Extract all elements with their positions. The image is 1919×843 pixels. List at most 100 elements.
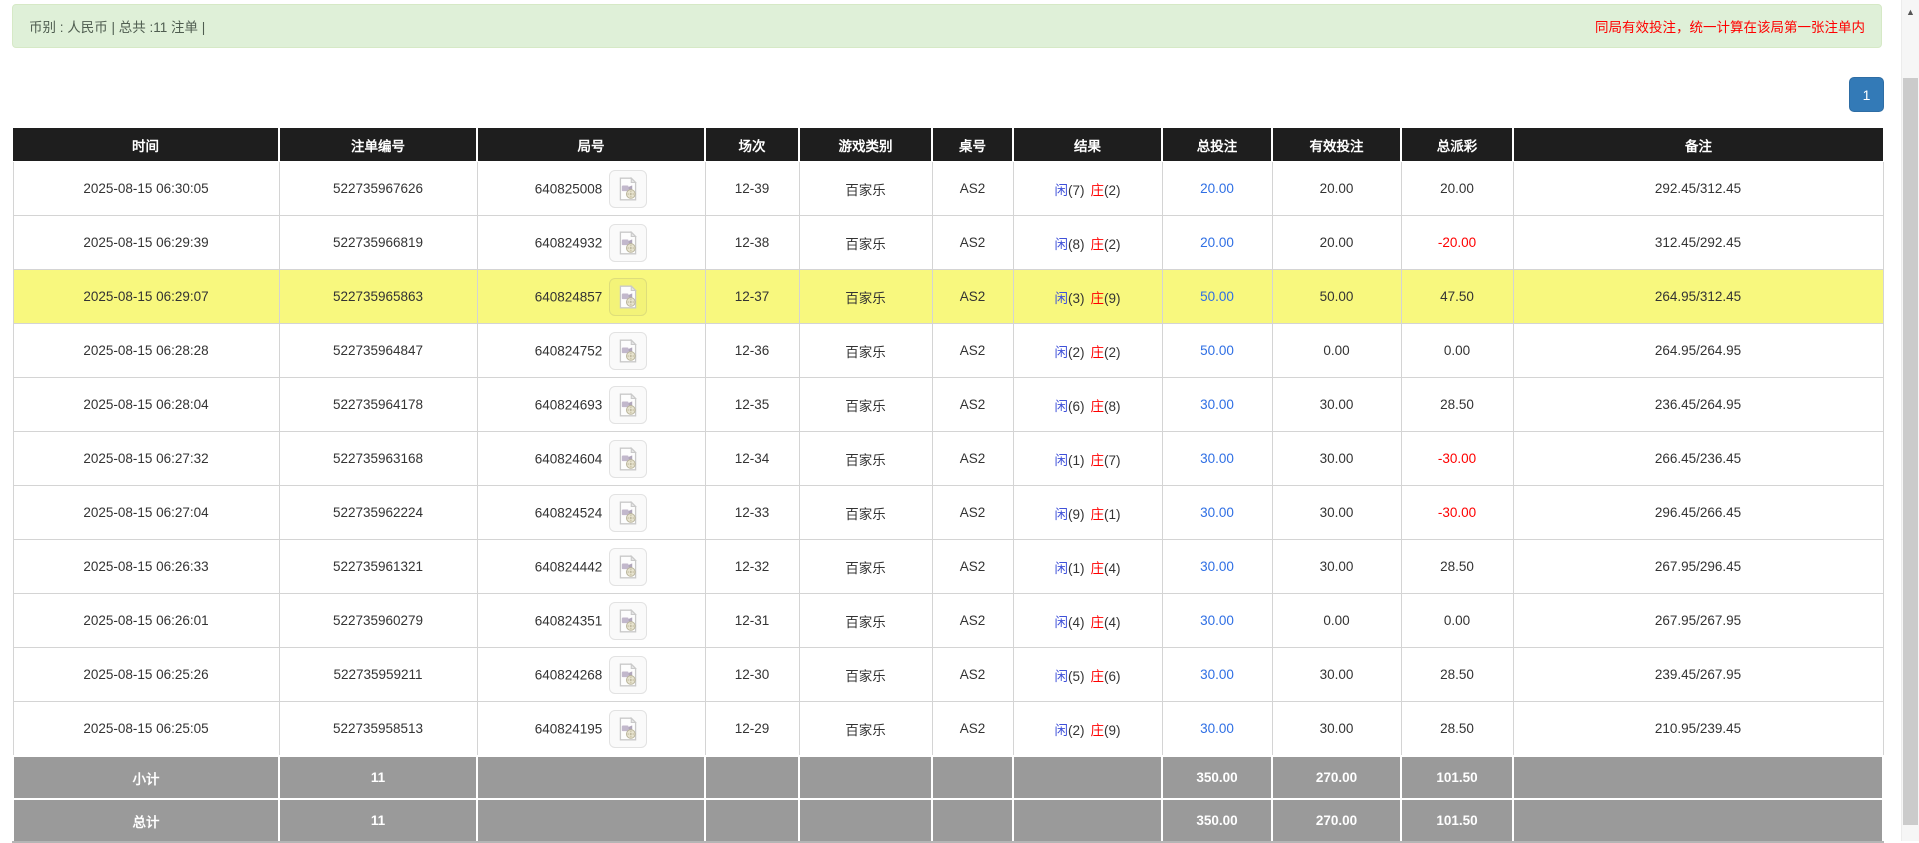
table-header-row: 时间 注单编号 局号 场次 游戏类别 桌号 结果 总投注 有效投注 总派彩 备注 bbox=[13, 128, 1883, 162]
cell-round: 640824268 bbox=[476, 647, 706, 702]
cell-payout: 28.50 bbox=[1400, 647, 1514, 702]
cell-result: 闲(2) 庄(2) bbox=[1012, 323, 1163, 378]
banker-label: 庄 bbox=[1090, 452, 1105, 468]
col-header-valid-bet: 有效投注 bbox=[1271, 128, 1401, 162]
player-points: (8) bbox=[1068, 236, 1085, 252]
col-header-total-bet: 总投注 bbox=[1161, 128, 1272, 162]
cell-total-bet-link[interactable]: 30.00 bbox=[1161, 377, 1273, 432]
cell-remark: 267.95/296.45 bbox=[1512, 539, 1884, 594]
cell-game-type: 百家乐 bbox=[798, 323, 933, 378]
cell-total-bet-link[interactable]: 50.00 bbox=[1161, 269, 1273, 324]
player-label: 闲 bbox=[1054, 398, 1069, 414]
player-label: 闲 bbox=[1054, 344, 1069, 360]
cell-game-type: 百家乐 bbox=[798, 269, 933, 324]
table-row: 2025-08-15 06:29:39 522735966819 6408249… bbox=[12, 215, 1884, 270]
banker-label: 庄 bbox=[1090, 398, 1105, 414]
player-label: 闲 bbox=[1054, 182, 1069, 198]
video-file-icon bbox=[620, 716, 638, 740]
player-points: (2) bbox=[1068, 344, 1085, 360]
summary-bar: 币别 : 人民币 | 总共 :11 注单 | 同局有效投注，统一计算在该局第一张… bbox=[12, 4, 1882, 48]
cell-total-bet-link[interactable]: 30.00 bbox=[1161, 485, 1273, 540]
cell-round: 640825008 bbox=[476, 161, 706, 216]
cell-total-bet-link[interactable]: 50.00 bbox=[1161, 323, 1273, 378]
cell-total-bet-link[interactable]: 20.00 bbox=[1161, 161, 1273, 216]
scrollbar-up-arrow-icon[interactable]: ▲ bbox=[1906, 7, 1915, 17]
col-header-payout: 总派彩 bbox=[1400, 128, 1513, 162]
cell-valid-bet: 30.00 bbox=[1271, 701, 1402, 757]
cell-remark: 239.45/267.95 bbox=[1512, 647, 1884, 702]
cell-table-no: AS2 bbox=[931, 431, 1014, 486]
banker-points: (7) bbox=[1104, 452, 1121, 468]
video-replay-button[interactable] bbox=[609, 439, 648, 478]
cell-total-bet-link[interactable]: 20.00 bbox=[1161, 215, 1273, 270]
col-header-session: 场次 bbox=[704, 128, 799, 162]
cell-remark: 296.45/266.45 bbox=[1512, 485, 1884, 540]
round-number: 640824693 bbox=[534, 397, 603, 412]
cell-remark: 236.45/264.95 bbox=[1512, 377, 1884, 432]
table-row: 2025-08-15 06:26:33 522735961321 6408244… bbox=[12, 539, 1884, 594]
cell-bet-id: 522735965863 bbox=[278, 269, 478, 324]
cell-table-no: AS2 bbox=[931, 161, 1014, 216]
cell-table-no: AS2 bbox=[931, 539, 1014, 594]
grand-total-row: 总计 11 350.00 270.00 101.50 bbox=[12, 798, 1884, 843]
video-replay-button[interactable] bbox=[609, 601, 648, 640]
cell-payout: -20.00 bbox=[1400, 215, 1514, 270]
video-file-icon bbox=[620, 662, 638, 686]
video-replay-button[interactable] bbox=[609, 655, 648, 694]
round-number: 640824604 bbox=[534, 451, 603, 466]
cell-bet-id: 522735962224 bbox=[278, 485, 478, 540]
cell-table-no: AS2 bbox=[931, 593, 1014, 648]
col-header-time: 时间 bbox=[13, 128, 279, 162]
cell-round: 640824932 bbox=[476, 215, 706, 270]
video-replay-button[interactable] bbox=[609, 493, 648, 532]
scrollbar-thumb[interactable] bbox=[1903, 78, 1918, 825]
player-points: (4) bbox=[1068, 614, 1085, 630]
cell-session: 12-29 bbox=[704, 701, 800, 757]
player-points: (6) bbox=[1068, 398, 1085, 414]
cell-remark: 266.45/236.45 bbox=[1512, 431, 1884, 486]
video-replay-button[interactable] bbox=[609, 385, 648, 424]
banker-points: (9) bbox=[1104, 290, 1121, 306]
cell-game-type: 百家乐 bbox=[798, 431, 933, 486]
player-points: (5) bbox=[1068, 668, 1085, 684]
round-number: 640824932 bbox=[534, 235, 603, 250]
cell-bet-id: 522735958513 bbox=[278, 701, 478, 757]
cell-payout: 28.50 bbox=[1400, 377, 1514, 432]
video-replay-button[interactable] bbox=[609, 223, 648, 262]
round-number: 640824857 bbox=[534, 289, 603, 304]
subtotal-count: 11 bbox=[278, 755, 478, 800]
cell-total-bet-link[interactable]: 30.00 bbox=[1161, 593, 1273, 648]
col-header-game-type: 游戏类别 bbox=[798, 128, 932, 162]
player-label: 闲 bbox=[1054, 668, 1069, 684]
cell-bet-id: 522735960279 bbox=[278, 593, 478, 648]
table-row: 2025-08-15 06:27:32 522735963168 6408246… bbox=[12, 431, 1884, 486]
round-number: 640824442 bbox=[534, 559, 603, 574]
banker-points: (2) bbox=[1104, 236, 1121, 252]
banker-points: (1) bbox=[1104, 506, 1121, 522]
video-replay-button[interactable] bbox=[609, 709, 648, 748]
cell-result: 闲(5) 庄(6) bbox=[1012, 647, 1163, 702]
video-file-icon bbox=[620, 554, 638, 578]
cell-total-bet-link[interactable]: 30.00 bbox=[1161, 431, 1273, 486]
video-replay-button[interactable] bbox=[609, 277, 648, 316]
cell-total-bet-link[interactable]: 30.00 bbox=[1161, 647, 1273, 702]
cell-total-bet-link[interactable]: 30.00 bbox=[1161, 539, 1273, 594]
player-label: 闲 bbox=[1054, 236, 1069, 252]
pagination-page-1-button[interactable]: 1 bbox=[1849, 77, 1884, 112]
banker-points: (2) bbox=[1104, 182, 1121, 198]
vertical-scrollbar[interactable]: ▲ bbox=[1901, 0, 1919, 841]
table-row: 2025-08-15 06:29:07 522735965863 6408248… bbox=[12, 269, 1884, 324]
cell-time: 2025-08-15 06:27:04 bbox=[12, 485, 280, 540]
currency-summary-text: 币别 : 人民币 | 总共 :11 注单 | bbox=[29, 20, 206, 35]
video-replay-button[interactable] bbox=[609, 547, 648, 586]
cell-time: 2025-08-15 06:29:39 bbox=[12, 215, 280, 270]
cell-remark: 210.95/239.45 bbox=[1512, 701, 1884, 757]
player-label: 闲 bbox=[1054, 722, 1069, 738]
cell-bet-id: 522735963168 bbox=[278, 431, 478, 486]
cell-valid-bet: 30.00 bbox=[1271, 431, 1402, 486]
video-replay-button[interactable] bbox=[609, 169, 648, 208]
cell-payout: 47.50 bbox=[1400, 269, 1514, 324]
cell-total-bet-link[interactable]: 30.00 bbox=[1161, 701, 1273, 757]
video-replay-button[interactable] bbox=[609, 331, 648, 370]
cell-session: 12-31 bbox=[704, 593, 800, 648]
